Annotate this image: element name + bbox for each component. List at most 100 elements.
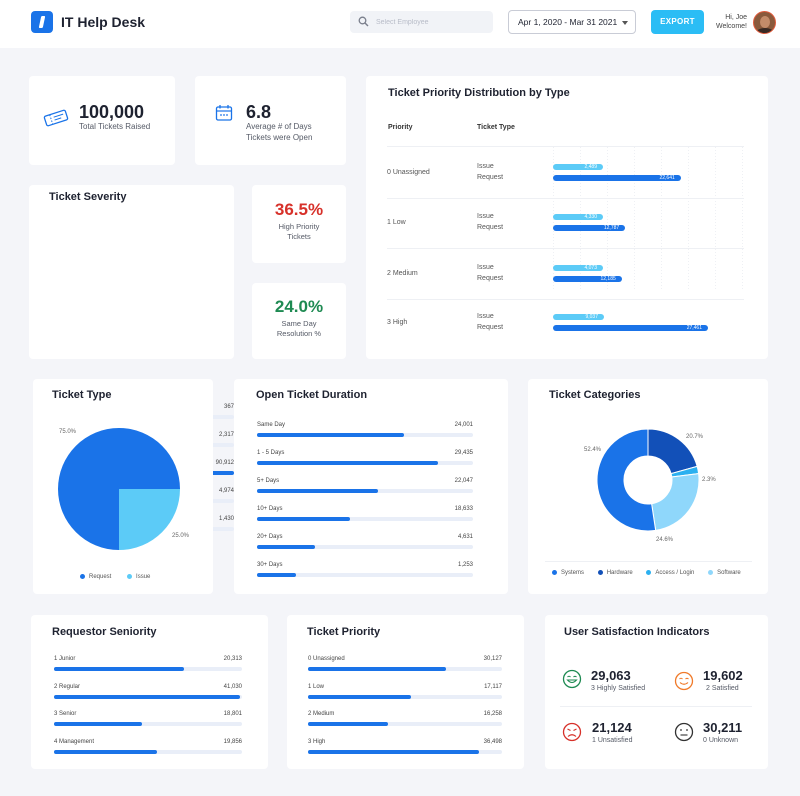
bar-row: 3 High 36,498 bbox=[308, 739, 502, 765]
bar-row: 2 Medium 16,258 bbox=[308, 711, 502, 737]
ticket-icon bbox=[43, 109, 69, 127]
request-type-label: Request bbox=[477, 324, 504, 331]
bar-row: 5+ Days 22,047 bbox=[257, 478, 473, 504]
request-pct-label: 75.0% bbox=[59, 429, 77, 435]
bar-row: 10+ Days 18,633 bbox=[257, 506, 473, 532]
bar-value: 17,117 bbox=[484, 683, 502, 690]
ticket-type-title: Ticket Type bbox=[52, 389, 112, 401]
ticket-type-column-header: Ticket Type bbox=[477, 124, 515, 131]
open-duration-title: Open Ticket Duration bbox=[256, 389, 368, 401]
bar-track bbox=[308, 667, 502, 671]
high-priority-value: 36.5% bbox=[274, 200, 324, 219]
bar-fill bbox=[257, 489, 378, 493]
bar-label: 1 Low bbox=[308, 683, 325, 690]
total-tickets-label: Total Tickets Raised bbox=[79, 122, 151, 131]
bar-track bbox=[54, 667, 242, 671]
bar-label: 3 Senior bbox=[54, 711, 77, 717]
bar-track bbox=[257, 433, 473, 437]
legend-software-label: Software bbox=[717, 570, 741, 577]
bar-label: 5+ Days bbox=[257, 478, 280, 484]
issue-bar: 4,073 bbox=[553, 265, 603, 271]
bar-label: 1 - 5 Days bbox=[257, 450, 285, 456]
issue-type-label: Issue bbox=[477, 213, 494, 220]
bar-fill bbox=[54, 749, 158, 754]
high-priority-label-line2: Tickets bbox=[287, 232, 311, 241]
issue-type-label: Issue bbox=[477, 163, 494, 170]
request-bar: 12,185 bbox=[553, 276, 622, 282]
employee-search[interactable] bbox=[350, 11, 493, 33]
legend-software: Software bbox=[708, 570, 741, 576]
request-type-label: Request bbox=[477, 174, 504, 181]
requestor-seniority-title: Requestor Seniority bbox=[52, 626, 157, 638]
high-priority-card: 36.5% High Priority Tickets bbox=[252, 185, 346, 263]
bar-value: 4,974 bbox=[218, 488, 234, 494]
export-button[interactable]: EXPORT bbox=[651, 10, 704, 34]
ticket-type-legend: Request Issue bbox=[80, 574, 164, 581]
sad-face-icon bbox=[562, 722, 582, 742]
issue-bar-value: 2,489 bbox=[584, 164, 597, 170]
user-avatar[interactable] bbox=[753, 11, 776, 34]
ticket-priority-card: Ticket Priority bbox=[287, 615, 524, 769]
unsatisfied-label: 1 Unsatisfied bbox=[592, 737, 633, 744]
calendar-icon bbox=[215, 105, 233, 121]
issue-bar-value: 4,073 bbox=[584, 265, 597, 271]
request-type-label: Request bbox=[477, 275, 504, 282]
categories-legend: Systems Hardware Access / Login Software bbox=[552, 570, 741, 577]
ticket-priority-title: Ticket Priority bbox=[307, 626, 381, 638]
issue-type-label: Issue bbox=[477, 313, 494, 320]
bar-label: 3 High bbox=[308, 738, 326, 745]
bar-value: 4,631 bbox=[457, 534, 473, 540]
bar-fill bbox=[54, 667, 184, 671]
search-input[interactable] bbox=[376, 14, 486, 30]
priority-column-header: Priority bbox=[388, 124, 413, 131]
issue-bar-value: 4,330 bbox=[584, 214, 597, 220]
bar-label: 30+ Days bbox=[257, 562, 283, 568]
date-range-select[interactable]: Apr 1, 2020 - Mar 31 2021 bbox=[508, 10, 636, 34]
bar-value: 41,030 bbox=[223, 683, 242, 690]
issue-bar: 2,489 bbox=[553, 164, 603, 170]
bar-fill bbox=[257, 461, 439, 465]
bar-row: 30+ Days 1,253 bbox=[257, 562, 473, 588]
ticket-severity-title: Ticket Severity bbox=[49, 191, 127, 203]
bar-label: 20+ Days bbox=[257, 534, 283, 540]
bar-fill bbox=[54, 722, 143, 726]
priority-label: 3 High bbox=[387, 319, 408, 326]
high-priority-label: High Priority Tickets bbox=[252, 222, 346, 242]
grid-line bbox=[607, 147, 608, 289]
bar-row: 0 Unassigned 30,127 bbox=[308, 656, 502, 682]
satisfied-value: 19,602 bbox=[703, 668, 743, 683]
bar-row: 1 - 5 Days 29,435 bbox=[257, 450, 473, 476]
priority-distribution-title: Ticket Priority Distribution by Type bbox=[388, 87, 570, 99]
open-duration-card: Open Ticket Duration bbox=[234, 379, 508, 594]
ticket-severity-card: Ticket Severity 0 Unclassified3671 Minor… bbox=[29, 185, 234, 531]
bar-value: 19,856 bbox=[223, 738, 242, 745]
high-priority-label-line1: High Priority bbox=[278, 222, 320, 231]
bar-fill bbox=[257, 517, 350, 521]
request-bar-value: 22,641 bbox=[659, 175, 675, 181]
bar-track bbox=[257, 573, 473, 577]
same-day-label: Same Day Resolution % bbox=[252, 319, 346, 339]
ticket-categories-card: Ticket Categories bbox=[528, 379, 768, 594]
request-slice bbox=[58, 428, 180, 550]
bar-fill bbox=[257, 433, 404, 437]
bar-value: 20,313 bbox=[223, 656, 242, 662]
bar-row: 3 Senior 18,801 bbox=[54, 711, 242, 737]
total-tickets-value: 100,000 bbox=[79, 102, 145, 122]
priority-label: 0 Unassigned bbox=[387, 169, 430, 176]
bar-track bbox=[54, 722, 242, 726]
legend-request: Request bbox=[80, 574, 111, 580]
bar-fill bbox=[54, 694, 241, 699]
bar-fill bbox=[257, 573, 296, 577]
total-tickets-card: 100,000 Total Tickets Raised bbox=[29, 76, 175, 165]
bar-fill bbox=[257, 545, 316, 549]
grid-line bbox=[688, 147, 689, 289]
same-day-card: 24.0% Same Day Resolution % bbox=[252, 283, 346, 359]
bar-value: 90,912 bbox=[215, 460, 234, 466]
very-happy-face-icon bbox=[562, 669, 582, 689]
same-day-value: 24.0% bbox=[274, 297, 324, 316]
legend-request-label: Request bbox=[89, 574, 112, 581]
systems-slice bbox=[597, 429, 657, 531]
legend-systems-label: Systems bbox=[561, 570, 585, 577]
app-logo[interactable] bbox=[31, 11, 53, 33]
bar-value: 36,498 bbox=[483, 738, 502, 745]
